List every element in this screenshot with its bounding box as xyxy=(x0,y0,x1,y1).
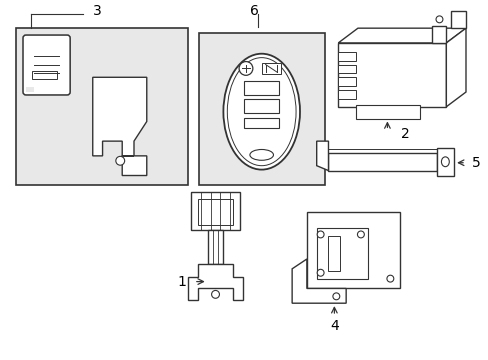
Bar xyxy=(316,228,367,279)
Text: 3: 3 xyxy=(93,4,102,18)
Ellipse shape xyxy=(317,269,324,276)
Ellipse shape xyxy=(317,231,324,238)
Ellipse shape xyxy=(357,231,364,238)
Bar xyxy=(207,230,223,264)
Bar xyxy=(16,28,188,185)
Bar xyxy=(338,64,355,73)
Bar xyxy=(32,71,57,79)
Bar xyxy=(328,153,436,171)
Ellipse shape xyxy=(249,149,273,160)
Bar xyxy=(355,105,419,118)
Bar xyxy=(199,33,324,185)
Bar xyxy=(338,43,446,107)
Ellipse shape xyxy=(239,62,252,75)
Polygon shape xyxy=(291,259,346,303)
Bar xyxy=(244,99,279,113)
Polygon shape xyxy=(446,28,465,107)
Text: 2: 2 xyxy=(400,127,408,141)
Polygon shape xyxy=(26,87,34,92)
Text: 5: 5 xyxy=(470,156,479,170)
Bar xyxy=(338,90,355,99)
Ellipse shape xyxy=(332,293,339,300)
Ellipse shape xyxy=(223,54,299,170)
Polygon shape xyxy=(188,264,243,300)
Bar xyxy=(306,212,399,288)
Bar xyxy=(244,118,279,129)
Polygon shape xyxy=(338,28,465,43)
Bar xyxy=(436,148,453,176)
Bar xyxy=(338,77,355,86)
Bar xyxy=(328,237,340,271)
Ellipse shape xyxy=(116,156,124,165)
Polygon shape xyxy=(450,12,465,28)
Text: 1: 1 xyxy=(177,275,186,289)
Bar xyxy=(198,199,233,225)
Polygon shape xyxy=(316,141,328,171)
Ellipse shape xyxy=(211,291,219,298)
Bar xyxy=(244,81,279,95)
Bar xyxy=(338,52,355,60)
Ellipse shape xyxy=(441,157,448,167)
FancyBboxPatch shape xyxy=(23,35,70,95)
Ellipse shape xyxy=(435,16,442,23)
Bar xyxy=(261,63,281,74)
Polygon shape xyxy=(431,26,446,43)
Text: 4: 4 xyxy=(329,319,338,333)
Polygon shape xyxy=(93,77,146,176)
Text: 6: 6 xyxy=(250,4,259,18)
Ellipse shape xyxy=(386,275,393,282)
Bar xyxy=(191,192,240,230)
